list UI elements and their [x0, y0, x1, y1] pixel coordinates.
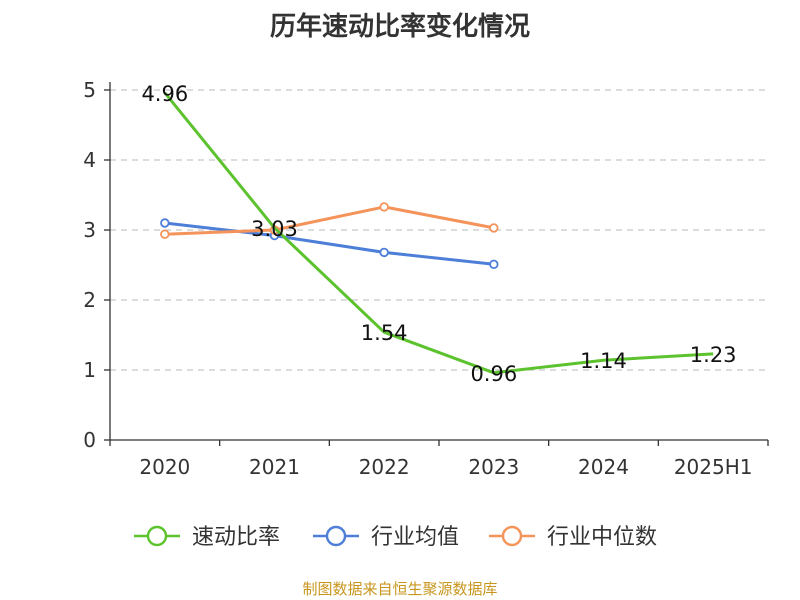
series-line [163, 91, 714, 375]
data-label: 1.54 [361, 321, 408, 345]
data-point [160, 218, 170, 228]
y-tick-label: 0 [83, 428, 96, 452]
legend-label: 行业均值 [371, 525, 459, 550]
series-line [164, 221, 494, 266]
data-point [489, 223, 499, 233]
data-point [379, 202, 389, 212]
source-note: 制图数据来自恒生聚源数据库 [302, 580, 498, 598]
legend-label: 行业中位数 [547, 525, 657, 550]
y-tick-label: 3 [83, 218, 96, 242]
chart-title: 历年速动比率变化情况 [269, 12, 530, 42]
y-tick-label: 1 [83, 358, 96, 382]
y-tick-label: 2 [83, 288, 96, 312]
legend-marker [146, 525, 168, 547]
y-tick-label: 4 [83, 148, 96, 172]
x-tick-label: 2025H1 [674, 455, 753, 479]
x-tick-label: 2022 [359, 455, 410, 479]
x-tick-label: 2024 [578, 455, 629, 479]
series-layer [160, 91, 714, 375]
data-label: 3.03 [251, 217, 298, 241]
axes-layer: 0 1 2 3 4 5 2020 2021 2022 2023 2024 2025H1 [83, 78, 769, 479]
x-tick-label: 2020 [139, 455, 190, 479]
legend-marker [325, 525, 347, 547]
data-label: 1.23 [690, 343, 737, 367]
legend: 速动比率 行业均值 行业中位数 [134, 525, 657, 550]
data-point [489, 259, 499, 269]
y-tick-label: 5 [83, 78, 96, 102]
data-point [160, 229, 170, 239]
data-label: 0.96 [470, 362, 517, 386]
data-label: 1.14 [580, 349, 627, 373]
legend-label: 速动比率 [192, 525, 280, 550]
series-line [164, 205, 495, 236]
data-label: 4.96 [141, 82, 188, 106]
x-tick-label: 2021 [249, 455, 300, 479]
data-labels-layer: 4.96 3.03 1.54 0.96 1.14 1.23 [141, 82, 736, 386]
x-tick-label: 2023 [468, 455, 519, 479]
legend-marker [501, 525, 523, 547]
data-point [379, 247, 389, 258]
grid-layer [110, 89, 768, 371]
